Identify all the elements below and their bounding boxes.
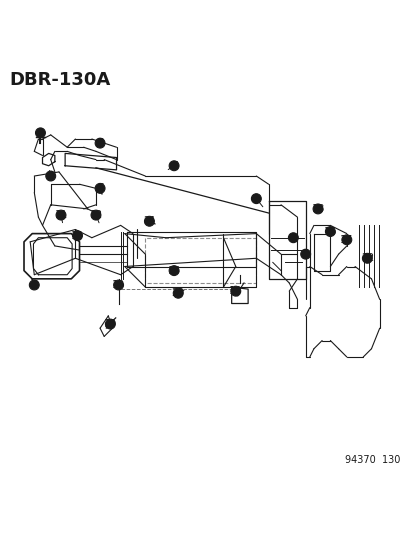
Text: 21: 21 — [142, 216, 156, 227]
Circle shape — [36, 128, 45, 138]
Circle shape — [251, 193, 261, 204]
Circle shape — [144, 216, 154, 226]
Text: 5: 5 — [97, 138, 103, 148]
Circle shape — [114, 280, 123, 290]
Text: 3: 3 — [47, 171, 54, 181]
Circle shape — [105, 319, 115, 329]
Circle shape — [312, 204, 322, 214]
Text: 20: 20 — [171, 288, 184, 298]
Text: 2: 2 — [290, 233, 296, 243]
Text: 9: 9 — [301, 249, 308, 259]
Circle shape — [325, 227, 335, 237]
Text: 12: 12 — [89, 210, 102, 220]
Circle shape — [288, 233, 298, 243]
Circle shape — [91, 210, 101, 220]
Circle shape — [341, 235, 351, 245]
Text: 4: 4 — [37, 128, 44, 138]
Circle shape — [300, 249, 310, 259]
Circle shape — [46, 171, 55, 181]
Text: 14: 14 — [229, 286, 242, 296]
Text: 15: 15 — [167, 265, 180, 276]
Text: 1: 1 — [252, 193, 259, 204]
Circle shape — [361, 253, 371, 263]
Circle shape — [95, 138, 105, 148]
Circle shape — [173, 288, 183, 298]
Text: 19: 19 — [104, 319, 117, 329]
Text: 11: 11 — [54, 210, 67, 220]
Text: 10: 10 — [71, 231, 84, 241]
Text: DBR-130A: DBR-130A — [9, 71, 111, 89]
Text: 6: 6 — [97, 183, 103, 193]
Text: 17: 17 — [339, 235, 353, 245]
Circle shape — [56, 210, 66, 220]
Text: 94370  130: 94370 130 — [344, 455, 399, 465]
Circle shape — [169, 161, 178, 171]
Circle shape — [230, 286, 240, 296]
Text: 8: 8 — [31, 280, 38, 290]
Text: 16: 16 — [323, 227, 336, 237]
Circle shape — [169, 265, 178, 276]
Text: 7: 7 — [171, 161, 177, 171]
Text: 22: 22 — [360, 253, 373, 263]
Circle shape — [95, 183, 105, 193]
Circle shape — [72, 231, 82, 240]
Text: 13: 13 — [112, 280, 125, 290]
Circle shape — [29, 280, 39, 290]
Text: 18: 18 — [311, 204, 324, 214]
